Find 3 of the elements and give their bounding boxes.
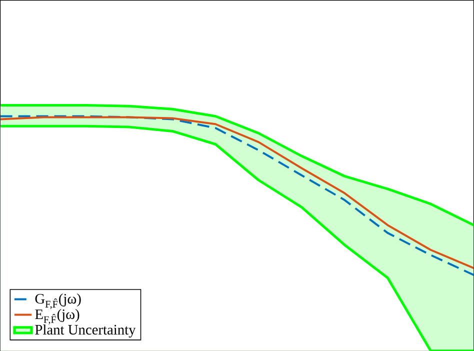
legend-label: E$_{F,F̂}$(jω) — [35, 308, 80, 324]
legend-label: Plant Uncertainty — [35, 324, 136, 338]
legend-label: G$_{F,F̂}$(jω) — [35, 293, 81, 309]
